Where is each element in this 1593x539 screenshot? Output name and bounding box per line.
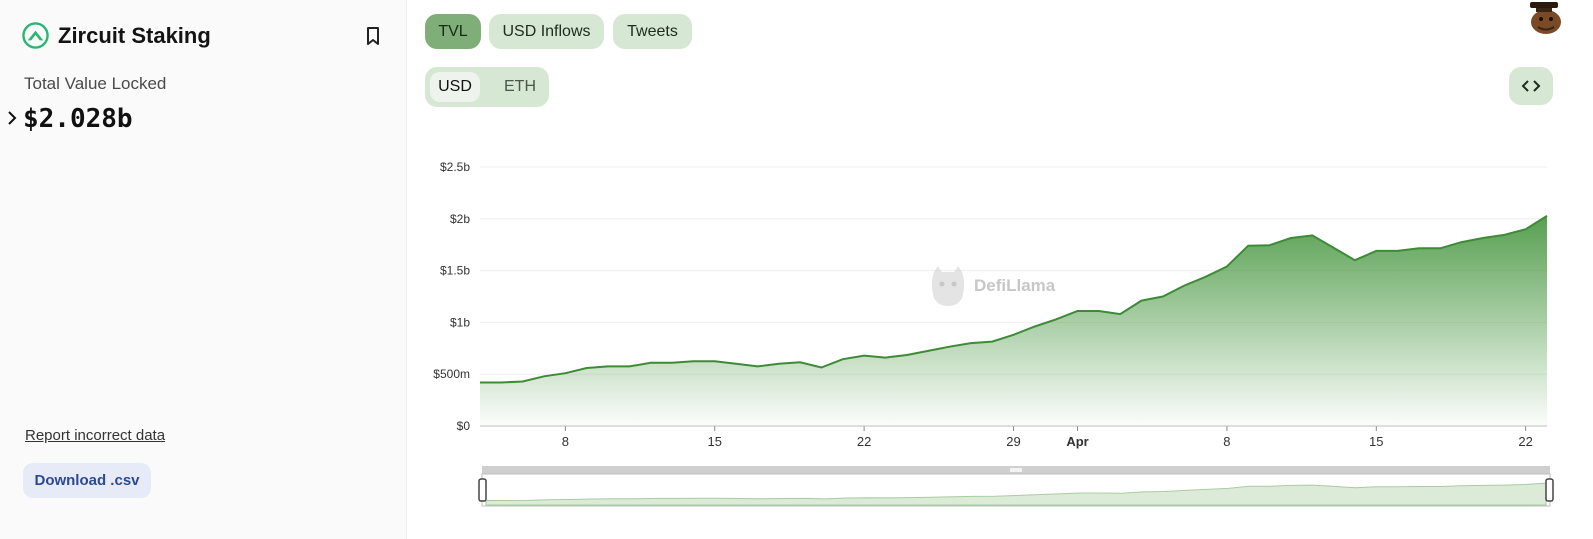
brush-right-handle[interactable] (1545, 478, 1554, 502)
download-csv-button[interactable]: Download .csv (23, 463, 151, 498)
y-tick-label: $2b (450, 212, 470, 226)
brush-grip-icon[interactable] (1010, 468, 1022, 472)
x-tick-label: 8 (562, 434, 569, 449)
avatar-llama-icon[interactable] (1524, 0, 1564, 36)
x-tick-label: 15 (708, 434, 722, 449)
unit-eth-option[interactable]: ETH (504, 78, 536, 95)
unit-toggle: USD ETH (425, 67, 549, 107)
bookmark-icon[interactable] (364, 26, 382, 46)
tvl-chart[interactable]: $0 $500m $1b $1.5b $2b $2.5b 8 15 22 29 Apr 8 15 22 (407, 140, 1567, 455)
x-tick-label: 22 (1518, 434, 1532, 449)
y-tick-label: $0 (457, 419, 471, 433)
x-tick-label: 29 (1006, 434, 1020, 449)
range-brush[interactable] (407, 460, 1567, 520)
y-tick-label: $2.5b (440, 160, 470, 174)
report-incorrect-data-link[interactable]: Report incorrect data (25, 427, 166, 444)
x-tick-label: 22 (857, 434, 871, 449)
brush-preview-area (485, 482, 1547, 506)
y-tick-label: $500m (433, 367, 470, 381)
y-tick-label: $1.5b (440, 264, 470, 278)
x-tick-label: Apr (1066, 434, 1088, 449)
chevron-right-icon[interactable] (6, 110, 18, 126)
tab-usd-inflows[interactable]: USD Inflows (489, 14, 604, 49)
x-tick-label: 15 (1369, 434, 1383, 449)
tvl-line (480, 215, 1548, 384)
defillama-watermark: DefiLlama (928, 264, 1055, 308)
y-tick-label: $1b (450, 315, 470, 329)
brush-left-handle[interactable] (478, 478, 487, 502)
tvl-label: Total Value Locked (24, 74, 167, 93)
embed-button[interactable] (1509, 67, 1553, 105)
watermark-text: DefiLlama (974, 276, 1056, 295)
x-tick-label: 8 (1223, 434, 1230, 449)
tvl-area (480, 215, 1547, 426)
llama-logo-icon (932, 266, 964, 306)
sidebar: Zircuit Staking Total Value Locked $2.02… (0, 0, 407, 539)
code-icon (1521, 80, 1541, 92)
unit-usd-option[interactable]: USD (430, 72, 480, 102)
tvl-value: $2.028b (23, 104, 133, 134)
protocol-name: Zircuit Staking (58, 23, 211, 48)
zircuit-logo-icon (22, 22, 49, 49)
tab-tweets[interactable]: Tweets (613, 14, 692, 49)
tab-tvl[interactable]: TVL (425, 14, 481, 49)
